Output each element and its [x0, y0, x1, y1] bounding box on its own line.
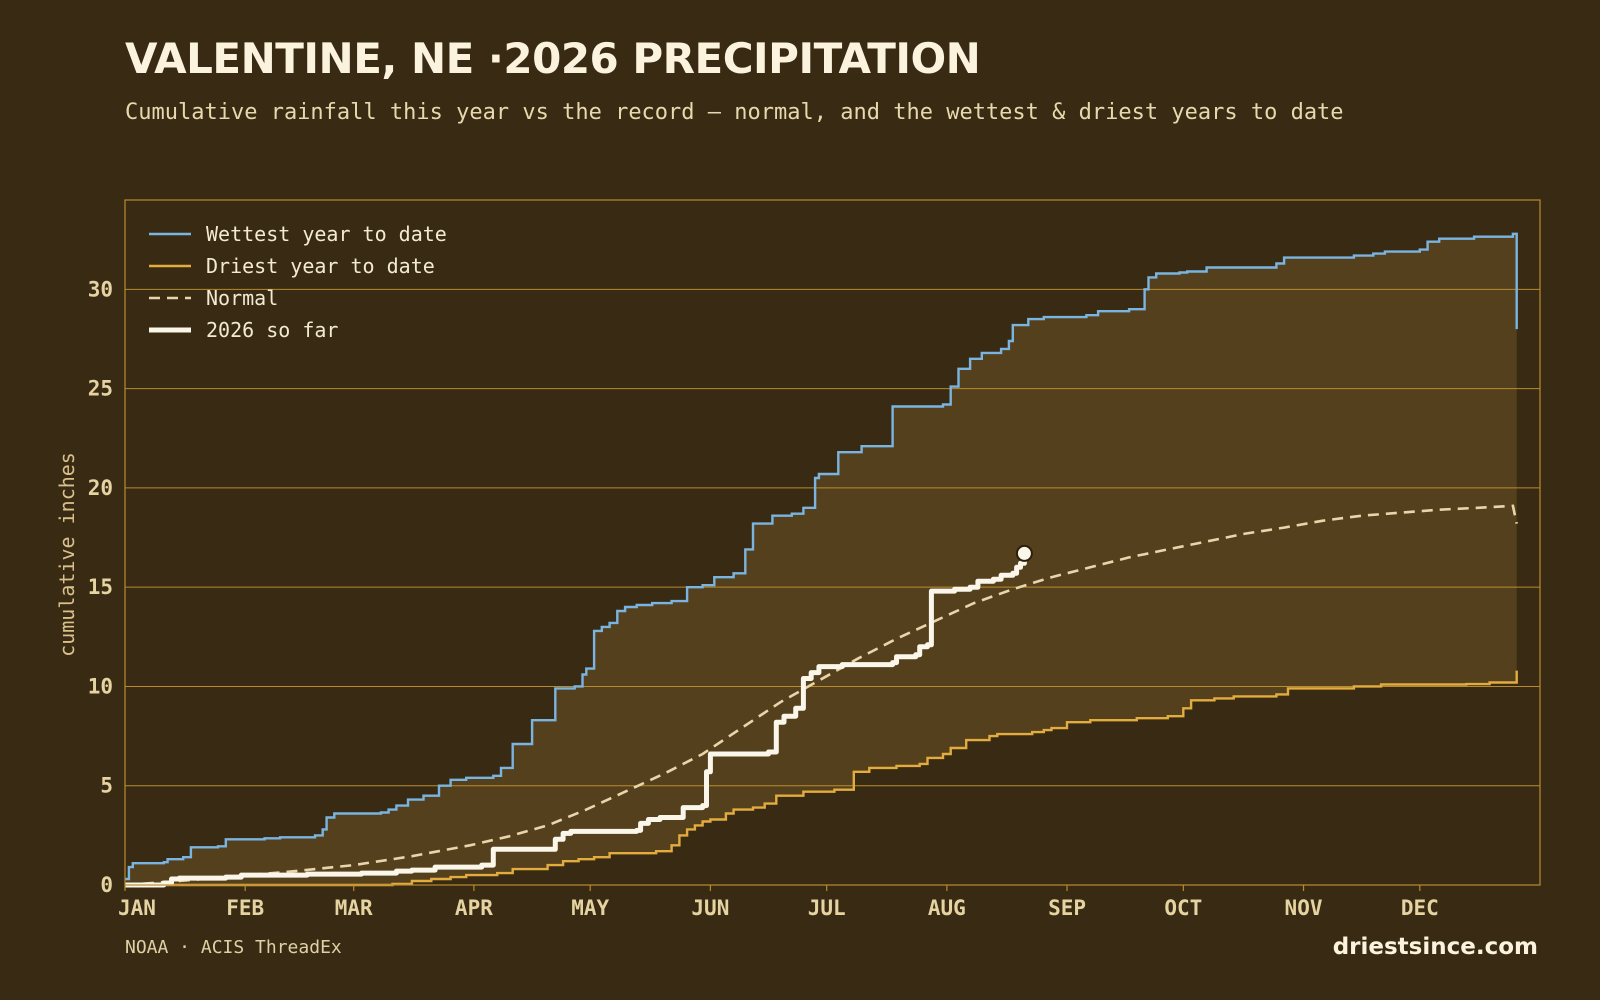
series-line-wettest-year-to-date: [125, 232, 1518, 881]
wet-dry-range-band: [125, 233, 1517, 886]
series-line-2026-so-far: [125, 555, 1027, 888]
page-title: VALENTINE, NE ·2026 PRECIPITATION: [125, 34, 981, 83]
x-tick-label: FEB: [226, 896, 264, 920]
x-axis-ticks: JAN FEB MAR APR MAY JUN JUL AUG SEP OCT NOV DEC: [118, 885, 1439, 920]
y-tick-label: 5: [100, 774, 113, 798]
y-tick-label: 15: [88, 575, 113, 599]
y-axis-ticks: 0 5 10 15 20 25 30: [88, 277, 113, 897]
x-tick-label: MAY: [571, 896, 609, 920]
series-line-normal: [124, 504, 1518, 887]
plot-frame: [124, 199, 1541, 886]
page-subtitle: Cumulative rainfall this year vs the rec…: [125, 100, 1344, 125]
y-axis-label: cumulative inches: [55, 452, 79, 657]
data-source: NOAA · ACIS ThreadEx: [125, 937, 342, 958]
y-tick-label: 20: [88, 476, 113, 500]
y-tick-label: 30: [88, 277, 113, 301]
x-tick-label: OCT: [1164, 896, 1202, 920]
x-tick-label: JAN: [118, 896, 156, 920]
legend-label-wettest-year-to-date: Wettest year to date: [206, 222, 447, 246]
x-tick-label: DEC: [1401, 896, 1439, 920]
x-tick-label: APR: [455, 896, 493, 920]
gridlines: [125, 288, 1540, 787]
y-tick-label: 10: [88, 674, 113, 698]
x-tick-label: NOV: [1285, 896, 1323, 920]
legend-label-2026-so-far: 2026 so far: [206, 318, 338, 342]
x-tick-label: JUL: [808, 896, 846, 920]
brand-link[interactable]: driestsince.com: [1332, 934, 1538, 960]
legend: Wettest year to date Driest year to date N…: [149, 222, 447, 342]
wet-dry-range-band-layer: [125, 233, 1517, 886]
x-tick-label: MAR: [335, 896, 373, 920]
legend-label-normal: Normal: [206, 286, 278, 310]
x-tick-label: JUN: [691, 896, 729, 920]
x-tick-label: SEP: [1048, 896, 1086, 920]
current-value-marker: [1015, 544, 1033, 562]
y-tick-label: 0: [100, 873, 113, 897]
series-line-driest-year-to-date: [125, 670, 1518, 887]
legend-label-driest-year-to-date: Driest year to date: [206, 254, 435, 278]
y-tick-label: 25: [88, 377, 113, 401]
x-tick-label: AUG: [928, 896, 966, 920]
series-layer: [124, 232, 1518, 888]
